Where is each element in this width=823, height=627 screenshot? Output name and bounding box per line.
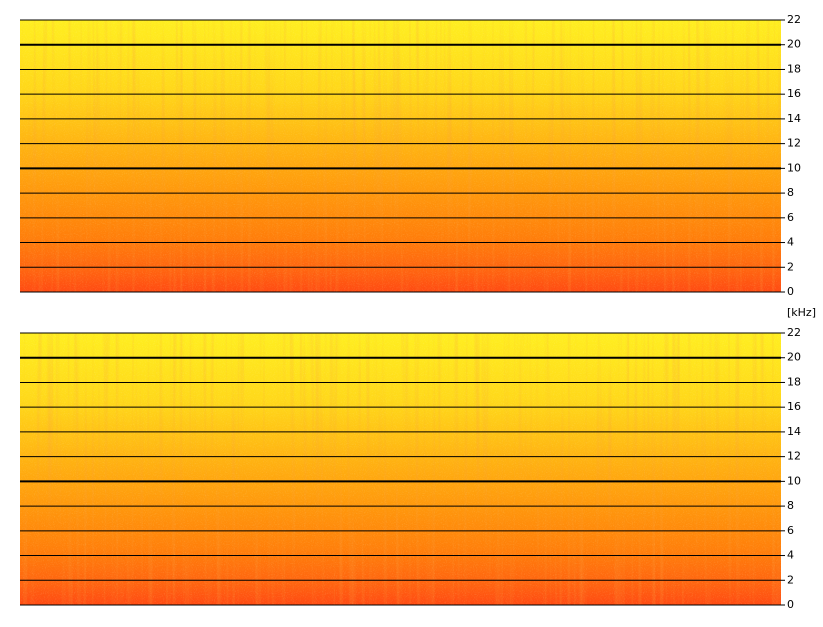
y-tick-label: 8 xyxy=(787,499,794,512)
y-tick-label: 16 xyxy=(787,87,801,100)
y-tick-label: 22 xyxy=(787,13,801,26)
spectrogram-grain xyxy=(20,333,781,605)
y-tick-label: 6 xyxy=(787,211,794,224)
y-tick-label: 20 xyxy=(787,351,801,364)
y-tick-label: 22 xyxy=(787,326,801,339)
y-tick-label: 10 xyxy=(787,161,801,174)
y-tick-label: 8 xyxy=(787,186,794,199)
y-tick-label: 14 xyxy=(787,425,801,438)
y-tick-label: 16 xyxy=(787,400,801,413)
y-tick-label: 12 xyxy=(787,450,801,463)
spectrogram-grain xyxy=(20,20,781,292)
y-tick-label: 14 xyxy=(787,112,801,125)
y-tick-label: 4 xyxy=(787,549,794,562)
y-tick-label: 18 xyxy=(787,62,801,75)
y-axis-label: [kHz] xyxy=(787,306,816,319)
y-tick-label: 20 xyxy=(787,38,801,51)
y-tick-label: 6 xyxy=(787,524,794,537)
y-tick-label: 2 xyxy=(787,573,794,586)
y-tick-label: 18 xyxy=(787,375,801,388)
y-tick-label: 0 xyxy=(787,285,794,298)
y-tick-label: 12 xyxy=(787,137,801,150)
y-tick-label: 2 xyxy=(787,260,794,273)
y-tick-label: 0 xyxy=(787,598,794,611)
y-tick-label: 4 xyxy=(787,236,794,249)
y-tick-label: 10 xyxy=(787,474,801,487)
